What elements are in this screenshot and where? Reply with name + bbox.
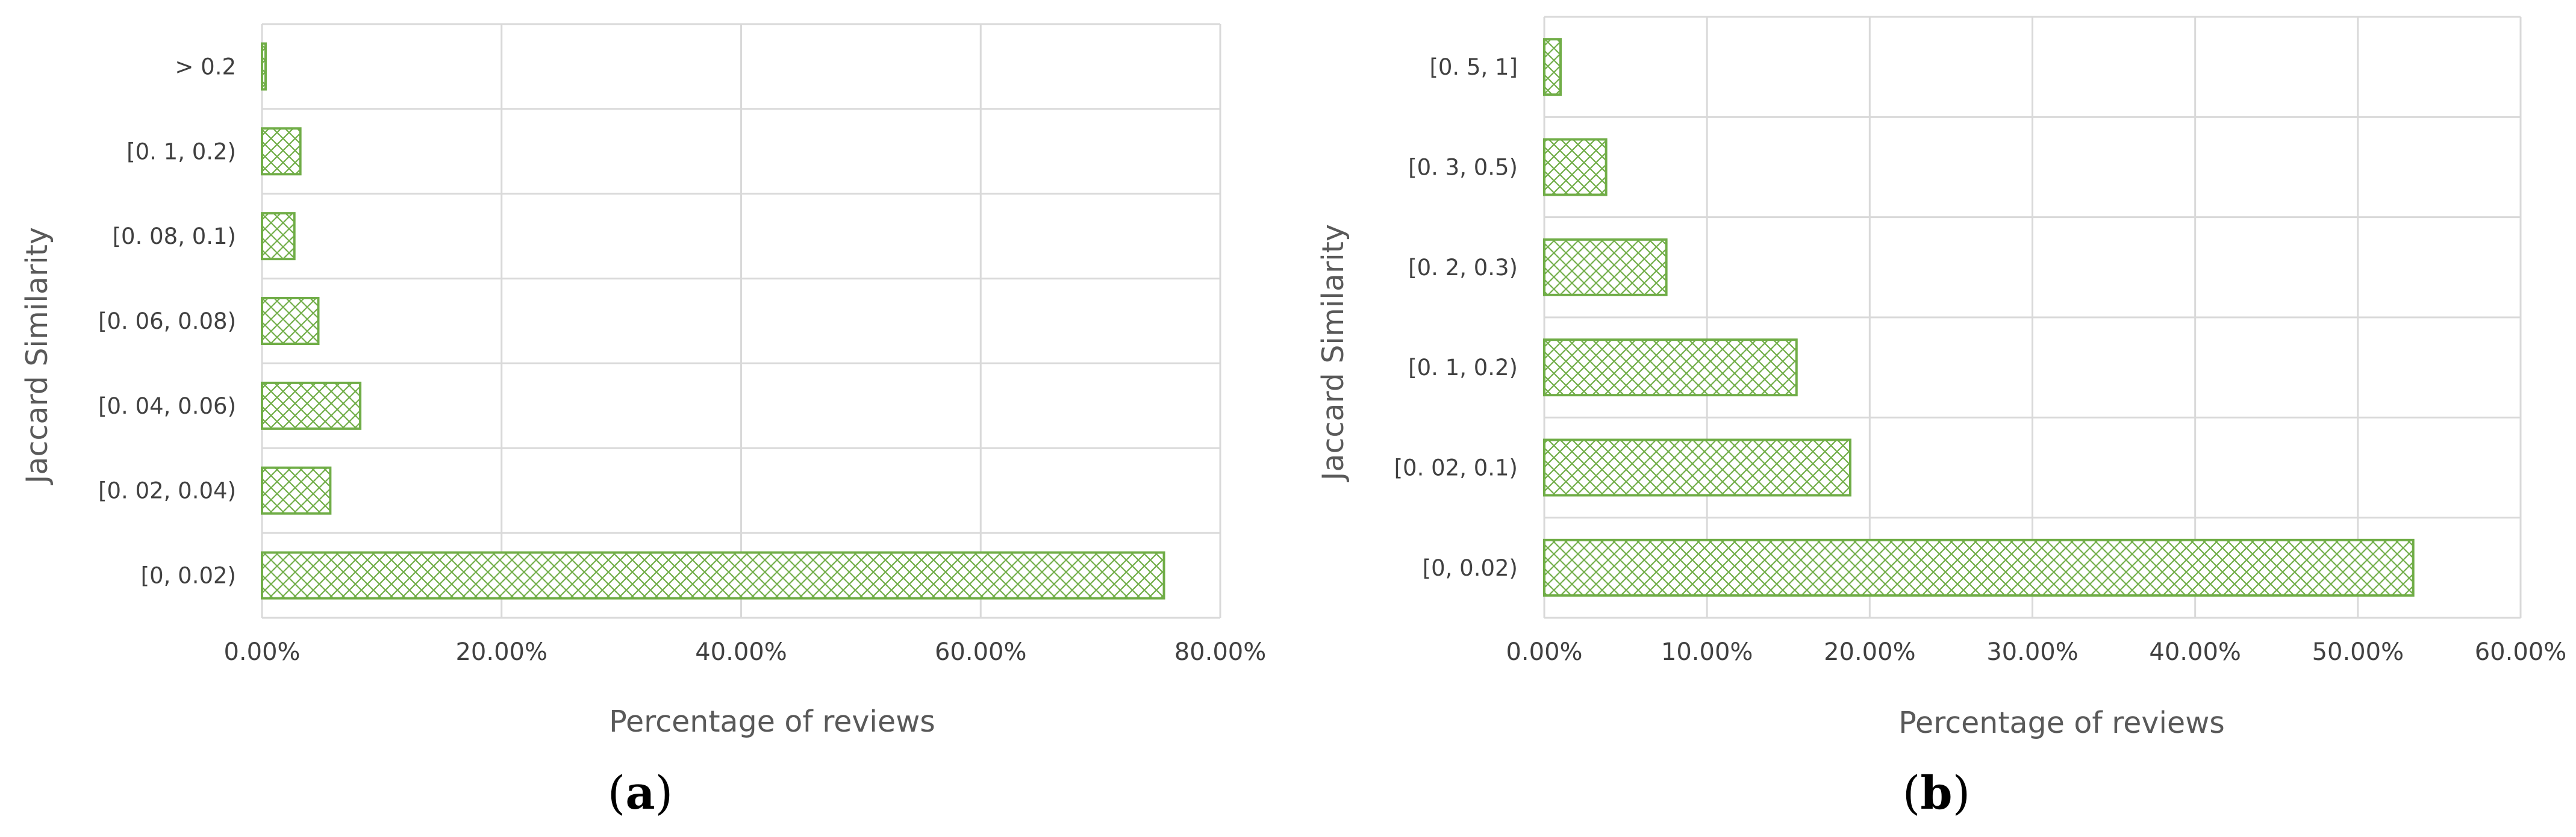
chart-a-y-axis-title: Jaccard Similarity [20, 227, 54, 485]
chart-a: [0, 0.02) [0. 02, 0.04) [0. 04, 0.06) [0. 0… [20, 23, 1266, 820]
chart-b-x-tick-label: 50.00% [2312, 638, 2404, 666]
chart-a-x-tick-label: 20.00% [455, 638, 547, 666]
chart-b-x-tick-label: 20.00% [1824, 638, 1916, 666]
chart-a-x-tick-label: 40.00% [695, 638, 787, 666]
chart-a-x-axis-title: Percentage of reviews [609, 705, 935, 739]
chart-b-x-tick-label: 60.00% [2475, 638, 2567, 666]
chart-b-category-labels: [0, 0.02) [0. 02, 0.1) [0. 1, 0.2) [0. 2, 0… [1394, 54, 1518, 581]
chart-b-bar [1543, 438, 1851, 497]
chart-a-category-label: > 0.2 [175, 54, 236, 79]
chart-a-category-labels: [0, 0.02) [0. 02, 0.04) [0. 04, 0.06) [0. 0… [98, 54, 236, 588]
chart-b-category-label: [0. 1, 0.2) [1408, 355, 1518, 381]
chart-b-category-label: [0. 3, 0.5) [1408, 155, 1518, 181]
chart-a-bar [261, 466, 332, 515]
chart-b-x-tick-label: 0.00% [1506, 638, 1582, 666]
chart-b: [0, 0.02) [0. 02, 0.1) [0. 1, 0.2) [0. 2, 0… [1316, 16, 2566, 820]
chart-a-category-label: [0, 0.02) [141, 563, 236, 589]
chart-a-bar [261, 127, 302, 176]
chart-b-category-label: [0. 02, 0.1) [1394, 455, 1518, 481]
chart-a-bar [261, 212, 296, 261]
chart-b-bars [1543, 38, 2415, 597]
chart-a-x-tick-label: 0.00% [223, 638, 300, 666]
chart-a-bar [261, 551, 1165, 600]
chart-b-x-tick-label: 30.00% [1986, 638, 2079, 666]
chart-a-category-label: [0. 06, 0.08) [98, 308, 236, 334]
chart-b-bar [1543, 238, 1668, 296]
chart-b-category-label: [0, 0.02) [1423, 555, 1518, 581]
chart-a-panel-label: (a) [608, 766, 673, 820]
chart-a-gridlines [261, 23, 1221, 619]
chart-a-bar [261, 381, 362, 430]
chart-b-gridlines [1543, 16, 2522, 619]
chart-b-bar [1543, 38, 1562, 96]
chart-b-bar [1543, 538, 2415, 597]
chart-a-x-tick-labels: 0.00% 20.00% 40.00% 60.00% 80.00% [223, 638, 1266, 666]
chart-b-bar [1543, 338, 1798, 397]
chart-b-x-tick-label: 40.00% [2149, 638, 2241, 666]
chart-a-category-label: [0. 08, 0.1) [113, 223, 236, 249]
chart-b-y-axis-title: Jaccard Similarity [1316, 224, 1350, 482]
chart-b-panel-label: (b) [1903, 766, 1970, 820]
chart-a-category-label: [0. 04, 0.06) [98, 393, 236, 419]
chart-b-category-label: [0. 5, 1] [1429, 54, 1518, 80]
chart-a-x-tick-label: 60.00% [935, 638, 1027, 666]
chart-a-category-label: [0. 1, 0.2) [126, 138, 236, 164]
chart-a-bars [261, 42, 1165, 600]
chart-b-x-tick-label: 10.00% [1661, 638, 1753, 666]
chart-a-category-label: [0. 02, 0.04) [98, 478, 236, 504]
chart-b-bar [1543, 138, 1608, 196]
chart-a-bar [261, 297, 320, 345]
chart-a-x-tick-label: 80.00% [1174, 638, 1267, 666]
chart-b-x-axis-title: Percentage of reviews [1898, 706, 2225, 740]
chart-a-bar [261, 42, 267, 91]
chart-b-x-tick-labels: 0.00% 10.00% 20.00% 30.00% 40.00% 50.00% 60.00… [1506, 638, 2566, 666]
chart-b-category-label: [0. 2, 0.3) [1408, 255, 1518, 281]
